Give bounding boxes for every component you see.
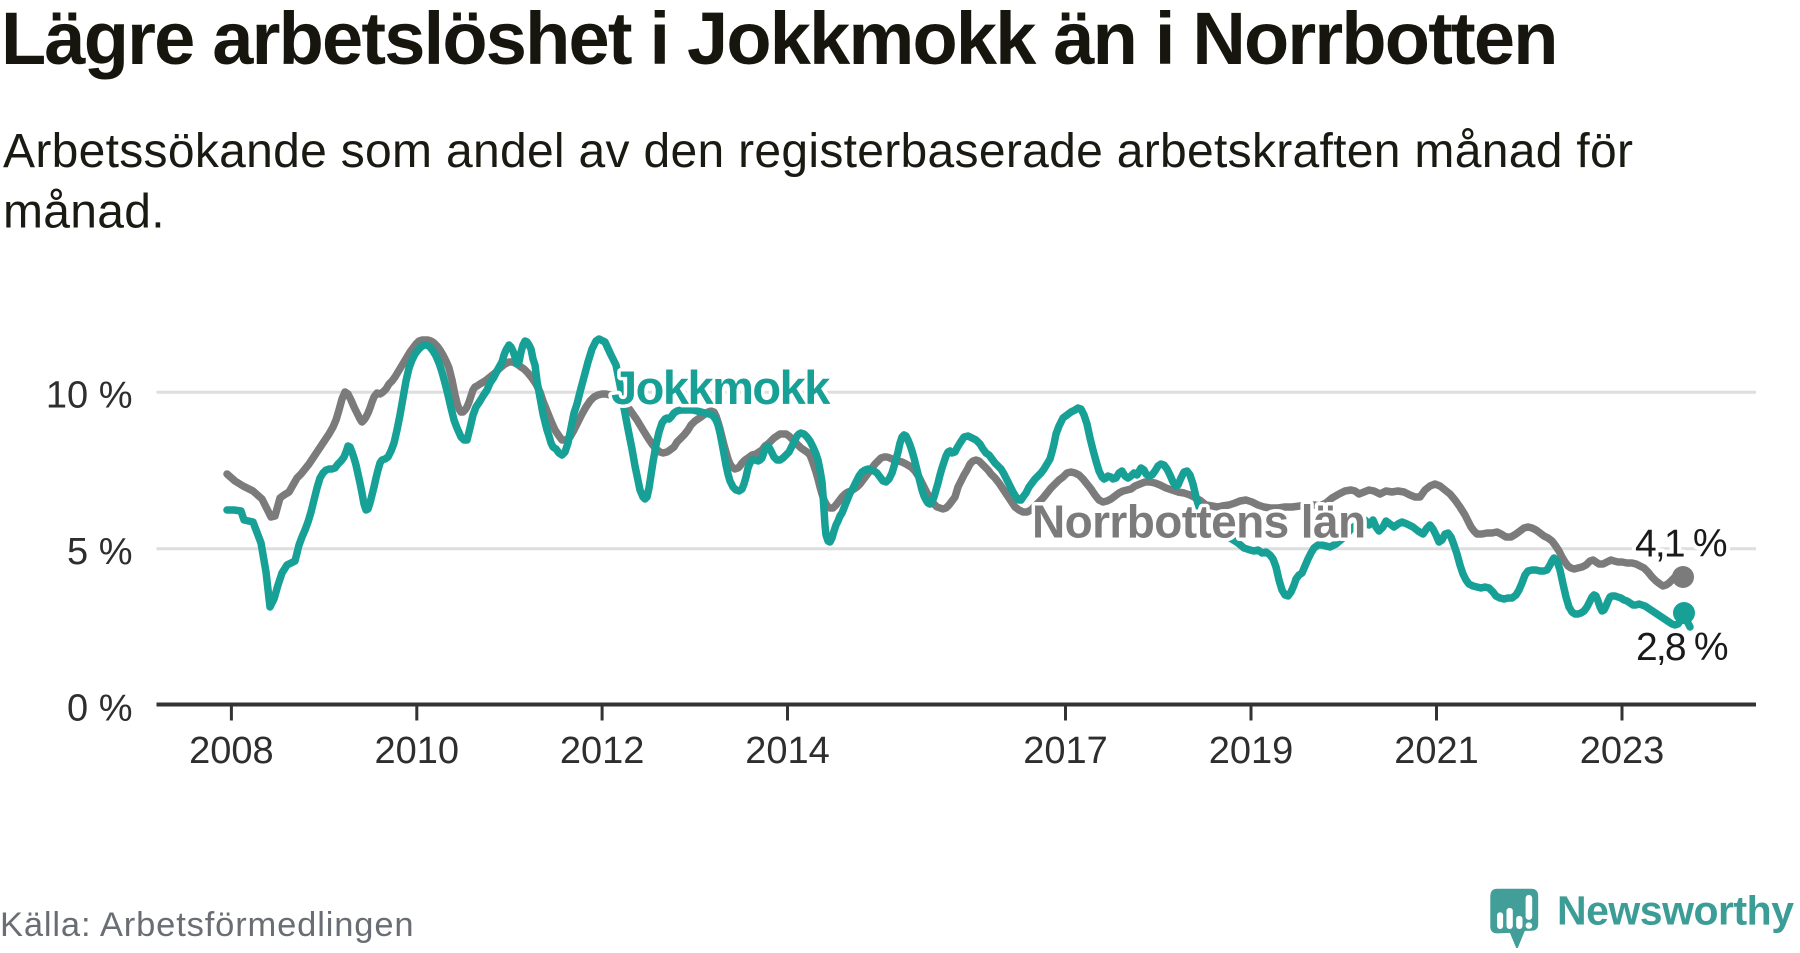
svg-text:Newsworthy: Newsworthy — [1557, 887, 1794, 933]
svg-text:10 %: 10 % — [46, 375, 133, 417]
svg-text:2012: 2012 — [560, 730, 645, 772]
svg-text:Norrbottens län: Norrbottens län — [1032, 496, 1365, 548]
svg-text:Jokkmokk: Jokkmokk — [611, 361, 831, 414]
svg-text:4,1 %: 4,1 % — [1635, 523, 1727, 566]
svg-text:Källa: Arbetsförmedlingen: Källa: Arbetsförmedlingen — [0, 906, 414, 944]
svg-text:2021: 2021 — [1394, 730, 1479, 772]
svg-text:2023: 2023 — [1580, 730, 1665, 772]
svg-text:2014: 2014 — [745, 730, 830, 772]
svg-text:2008: 2008 — [189, 730, 274, 772]
svg-text:2017: 2017 — [1023, 730, 1108, 772]
svg-text:2,8 %: 2,8 % — [1636, 626, 1728, 669]
svg-text:Lägre arbetslöshet i Jokkmokk: Lägre arbetslöshet i Jokkmokk än i Norrb… — [1, 0, 1557, 80]
svg-text:0 %: 0 % — [67, 688, 132, 730]
svg-text:månad.: månad. — [3, 186, 165, 239]
svg-text:5 %: 5 % — [67, 531, 132, 573]
svg-text:2010: 2010 — [375, 730, 460, 772]
svg-text:2019: 2019 — [1209, 730, 1294, 772]
svg-text:Arbetssökande som andel av den: Arbetssökande som andel av den registerb… — [3, 125, 1633, 178]
